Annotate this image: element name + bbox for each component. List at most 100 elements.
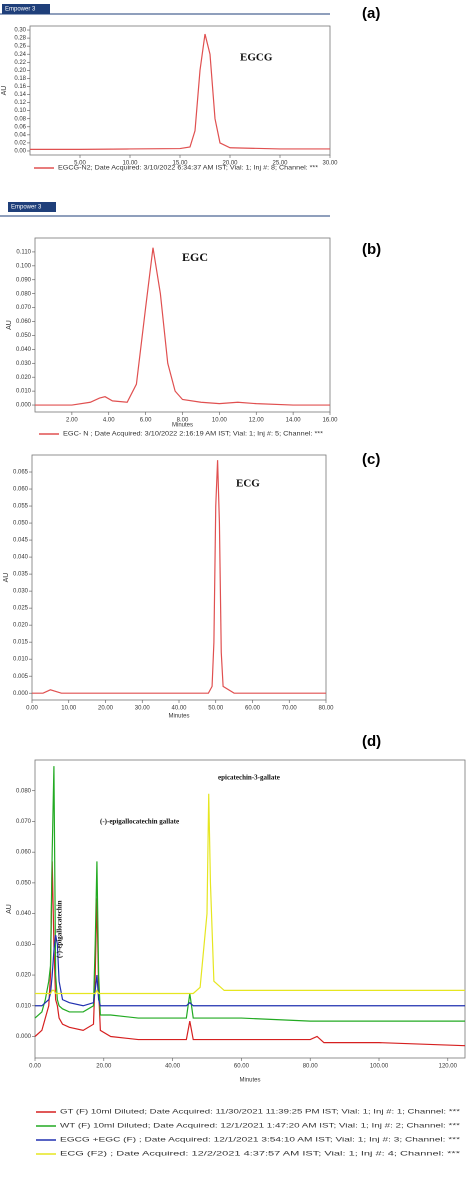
y-axis-label: AU [1,86,8,96]
x-tick-label: 40.00 [165,1064,181,1070]
y-tick-label: 0.04 [14,132,26,138]
y-tick-label: 0.20 [14,68,26,74]
y-tick-label: 0.08 [14,116,26,122]
panel-label: (d) [362,733,381,750]
y-tick-label: 0.020 [13,623,29,629]
y-tick-label: 0.28 [14,36,26,42]
logo: Empower 3 [5,7,36,13]
x-tick-label: 60.00 [245,706,261,712]
y-tick-label: 0.080 [16,788,32,794]
x-tick-label: 20.00 [96,1064,112,1070]
x-tick-label: 8.00 [177,418,189,424]
y-tick-label: 0.010 [16,1003,32,1009]
y-tick-label: 0.030 [16,361,32,367]
y-tick-label: 0.035 [13,572,29,578]
y-tick-label: 0.16 [14,84,26,90]
x-tick-label: 0.00 [29,1064,41,1070]
legend-label: GT (F) 10ml Diluted; Date Acquired: 11/3… [60,1110,461,1116]
legend-label: EGCG +EGC (F) ; Date Acquired: 12/1/2021… [60,1138,461,1144]
x-tick-label: 20.00 [222,161,238,167]
x-tick-label: 30.00 [322,161,338,167]
x-tick-label: 50.00 [208,706,224,712]
y-axis-label: AU [6,904,13,914]
y-axis-label: AU [6,320,13,330]
y-tick-label: 0.00 [14,149,26,155]
logo-box [2,4,50,14]
x-tick-label: 70.00 [282,706,298,712]
annotation: EGCG [240,52,273,64]
y-tick-label: 0.015 [13,640,29,646]
y-tick-label: 0.26 [14,44,26,50]
y-tick-label: 0.055 [13,504,29,510]
y-tick-label: 0.040 [13,555,29,561]
x-tick-label: 20.00 [98,706,114,712]
x-tick-label: 15.00 [172,161,188,167]
y-tick-label: 0.10 [14,108,26,114]
legend-label: EGC- N ; Date Acquired: 3/10/2022 2:16:1… [63,432,324,438]
x-tick-label: 120.00 [439,1064,458,1070]
series-line [35,247,330,406]
annotation: ECG [236,478,260,490]
y-tick-label: 0.22 [14,60,26,66]
y-tick-label: 0.18 [14,76,26,82]
annotation: (-)-epigallocatechin gallate [100,818,179,826]
y-tick-label: 0.020 [16,973,32,979]
y-tick-label: 0.050 [13,521,29,527]
x-tick-label: 10.00 [212,418,228,424]
y-tick-label: 0.010 [16,389,32,395]
y-tick-label: 0.100 [16,263,32,269]
y-tick-label: 0.050 [16,333,32,339]
y-tick-label: 0.090 [16,277,32,283]
y-tick-label: 0.060 [16,850,32,856]
y-tick-label: 0.045 [13,538,29,544]
legend-label: ECG (F2) ; Date Acquired: 12/2/2021 4:37… [60,1152,461,1158]
x-tick-label: 14.00 [286,418,302,424]
y-tick-label: 0.000 [16,1034,32,1040]
series-line [35,934,465,1007]
y-tick-label: 0.060 [13,487,29,493]
y-tick-label: 0.06 [14,124,26,130]
x-tick-label: 80.00 [303,1064,319,1070]
x-tick-label: 25.00 [272,161,288,167]
series-line [34,766,465,1022]
y-tick-label: 0.12 [14,100,26,106]
annotation: (-)-epigallocatechin [56,900,64,958]
x-tick-label: 30.00 [135,706,151,712]
y-tick-label: 0.065 [13,470,29,476]
legend-label: EGCG-N2; Date Acquired: 3/10/2022 6:34:3… [58,166,319,172]
plot-frame [34,759,466,1059]
y-tick-label: 0.040 [16,911,32,917]
x-tick-label: 10.00 [61,706,77,712]
y-tick-label: 0.025 [13,606,29,612]
x-tick-label: 16.00 [322,418,338,424]
x-tick-label: 12.00 [249,418,265,424]
plot-frame [34,237,331,413]
y-tick-label: 0.030 [16,942,32,948]
y-tick-label: 0.005 [13,674,29,680]
y-tick-label: 0.070 [16,819,32,825]
annotation: EGC [182,250,208,264]
plot-frame [29,25,331,156]
x-axis-label: Minutes [239,1078,260,1084]
plot-frame [31,454,327,701]
y-tick-label: 0.14 [14,92,26,98]
y-tick-label: 0.010 [13,657,29,663]
x-tick-label: 0.00 [26,706,38,712]
y-tick-label: 0.110 [16,249,31,255]
y-tick-label: 0.050 [16,880,32,886]
y-tick-label: 0.070 [16,305,32,311]
x-tick-label: 100.00 [370,1064,389,1070]
panel-label: (b) [362,241,381,258]
series-line [30,33,330,150]
series-line [35,793,465,995]
series-line [34,861,466,1047]
logo: Empower 3 [11,205,42,211]
y-tick-label: 0.000 [13,691,29,697]
y-tick-label: 0.080 [16,291,32,297]
x-tick-label: 6.00 [140,418,152,424]
x-tick-label: 5.00 [74,161,86,167]
x-tick-label: 80.00 [318,706,334,712]
series-line [32,460,326,694]
annotation: epicatechin-3-gallate [218,774,280,782]
y-tick-label: 0.060 [16,319,32,325]
